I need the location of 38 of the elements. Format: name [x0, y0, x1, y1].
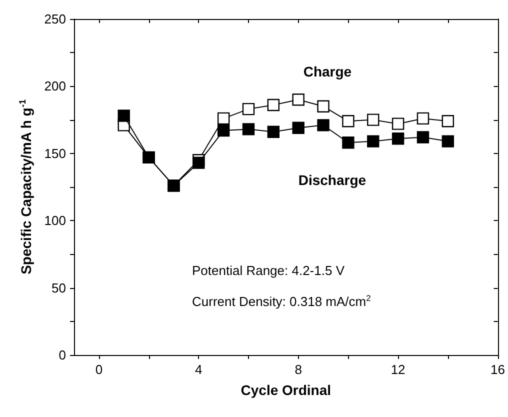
y-tick-label: 200: [44, 78, 66, 94]
point: [267, 126, 280, 138]
y-tick-label: 0: [58, 348, 66, 362]
point: [242, 123, 255, 136]
series-label: Charge: [303, 64, 352, 80]
point: [267, 98, 280, 112]
x-tick-label: 4: [195, 362, 202, 377]
y-tick-label: 250: [44, 12, 66, 26]
point: [416, 112, 430, 125]
y-tick-label: 150: [44, 146, 66, 161]
point: [442, 115, 454, 128]
point: [442, 135, 454, 148]
x-tick-label: 16: [490, 362, 506, 377]
point: [242, 102, 255, 116]
x-tick-label: 0: [95, 362, 103, 377]
point: [392, 132, 404, 145]
point: [192, 156, 205, 169]
point: [392, 118, 404, 130]
point: [416, 131, 430, 144]
y-tick-label: 100: [44, 213, 66, 228]
point: [217, 112, 230, 125]
point: [292, 122, 304, 134]
x-tick-label: 12: [390, 362, 406, 377]
y-tick-label: 50: [52, 280, 66, 296]
x-axis-title: Cycle Ordinal: [240, 382, 332, 398]
x-tick-label: 8: [294, 362, 302, 377]
series-label: Discharge: [298, 172, 366, 188]
point: [217, 124, 230, 137]
annotation: Potential Range: 4.2-1.5 V: [192, 263, 345, 278]
y-axis-title: Specific Capacity/mA h g-1: [18, 99, 34, 274]
point: [317, 119, 330, 132]
point: [367, 135, 380, 148]
point: [342, 115, 354, 128]
point: [317, 100, 330, 112]
point: [342, 136, 354, 149]
point: [292, 94, 304, 106]
point: [118, 110, 130, 122]
point: [367, 114, 380, 126]
